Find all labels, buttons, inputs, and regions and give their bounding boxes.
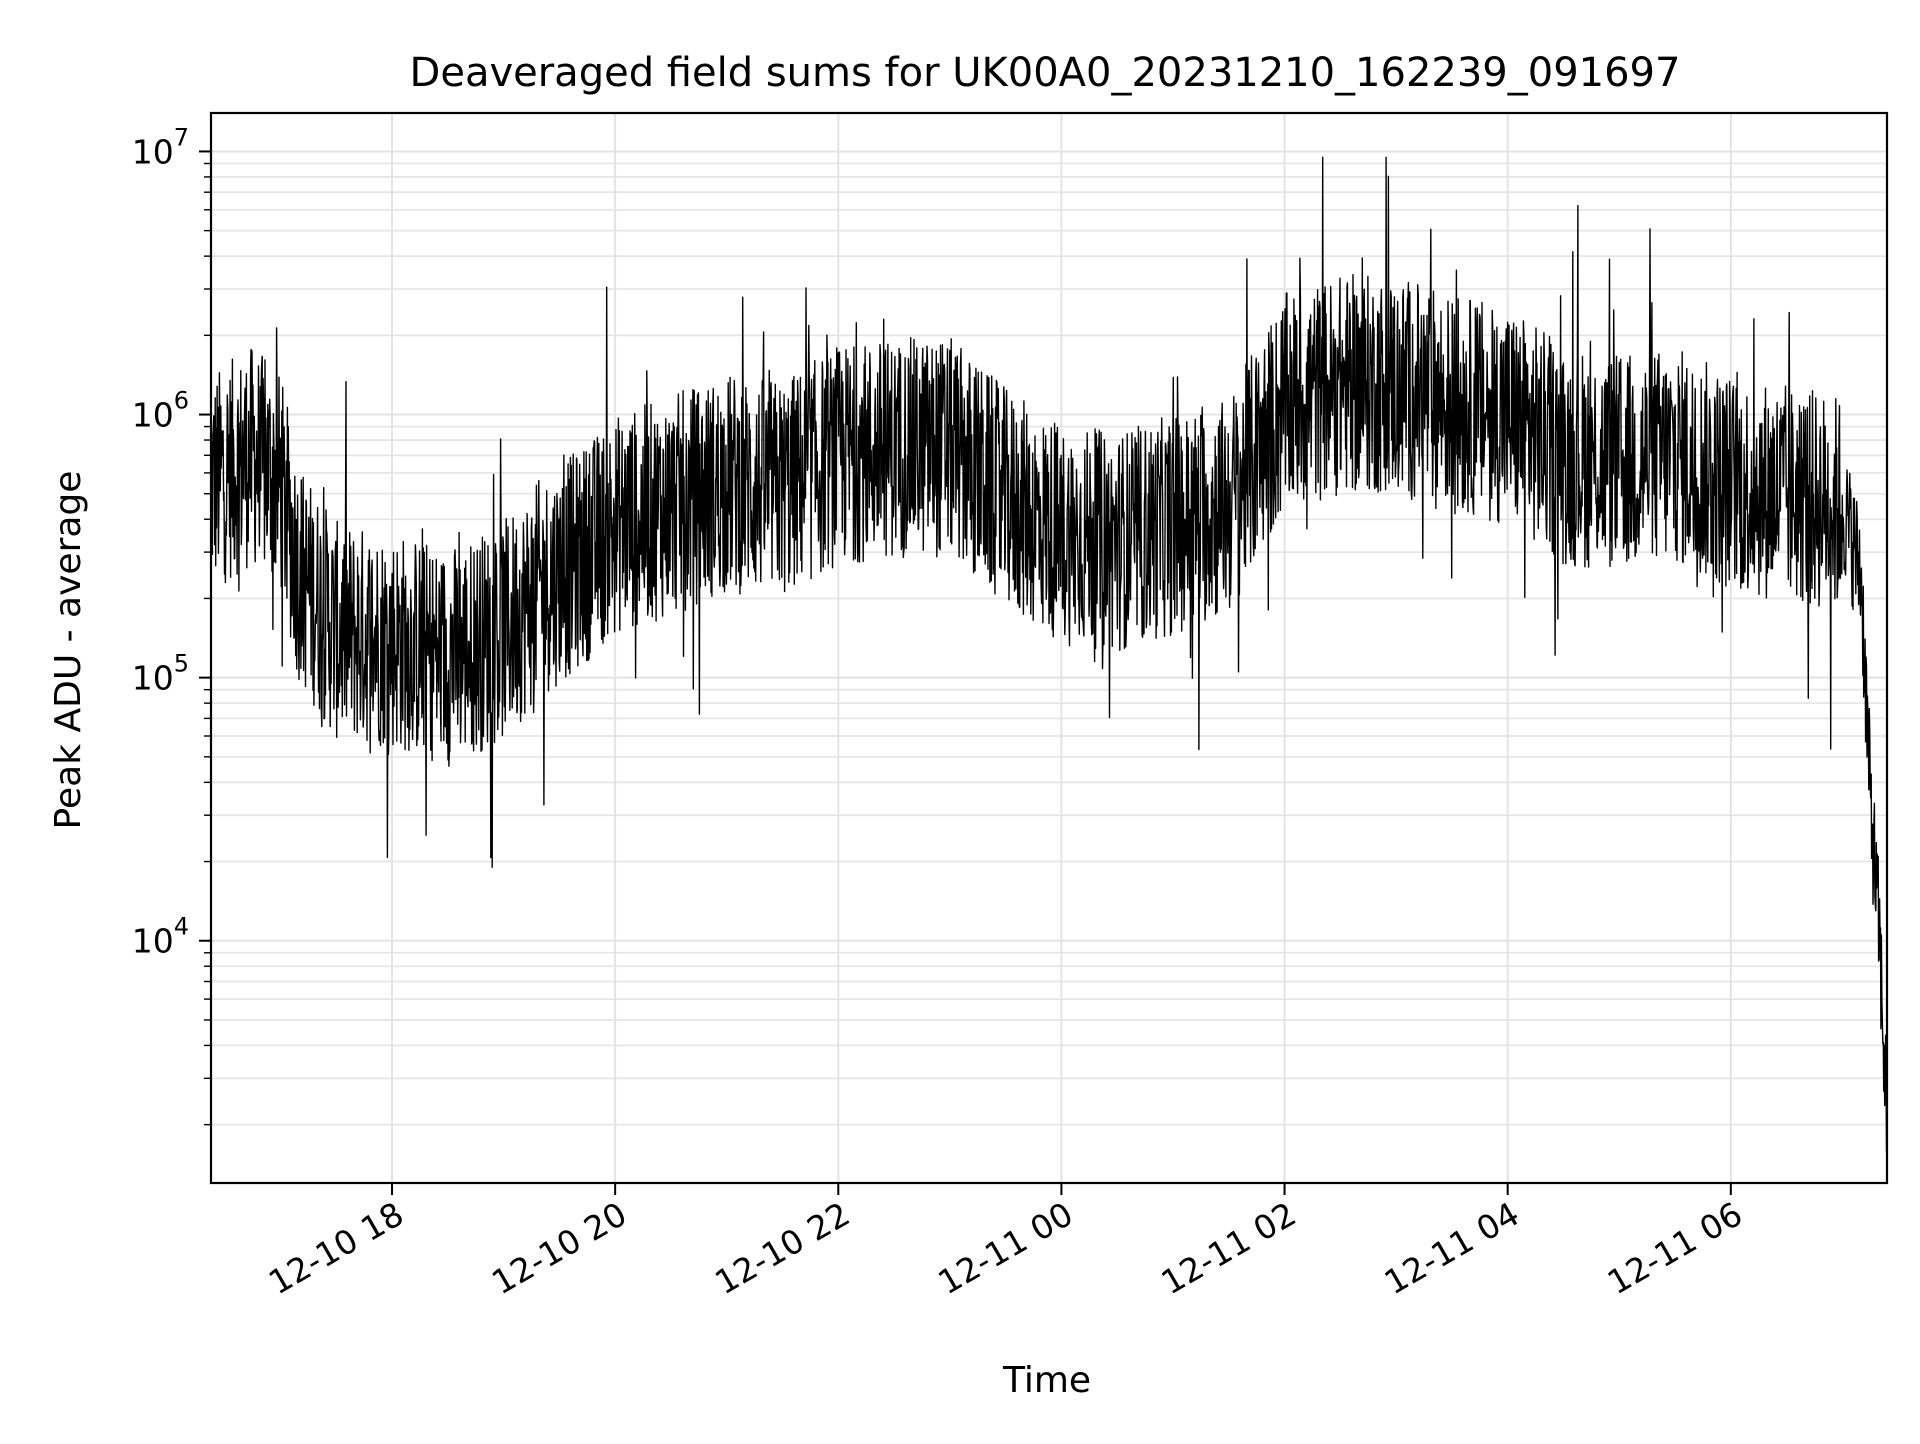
- series-layer: [210, 156, 1888, 1162]
- y-tick-label: 107: [132, 123, 189, 171]
- series-line: [210, 156, 1888, 1162]
- chart-title: Deaveraged field sums for UK00A0_2023121…: [410, 50, 1681, 96]
- y-tick-label: 106: [132, 387, 189, 435]
- x-axis-label: Time: [1002, 1360, 1091, 1401]
- y-tick-label: 105: [132, 650, 189, 698]
- plot-frame: [209, 111, 1889, 1185]
- y-tick-label: 104: [132, 913, 189, 961]
- y-axis-label: Peak ADU - average: [48, 471, 89, 830]
